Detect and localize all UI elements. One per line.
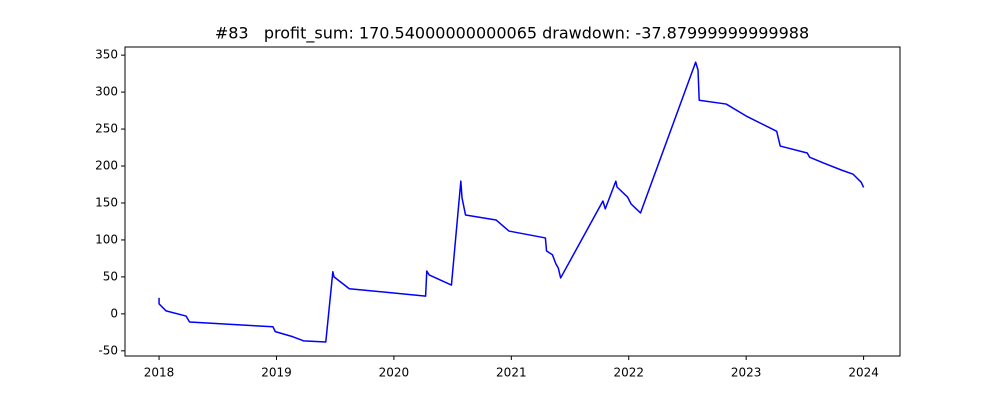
- x-tick-label: 2019: [261, 366, 292, 380]
- y-tick-label: 350: [95, 48, 118, 62]
- y-tick-label: 200: [95, 159, 118, 173]
- x-tick-label: 2021: [496, 366, 527, 380]
- x-tick-label: 2018: [144, 366, 175, 380]
- y-tick-label: 300: [95, 85, 118, 99]
- y-tick-label: 0: [110, 306, 118, 320]
- x-tick-label: 2020: [379, 366, 410, 380]
- y-tick-label: -50: [98, 343, 118, 357]
- x-tick-label: 2024: [848, 366, 879, 380]
- y-tick-label: 50: [103, 269, 118, 283]
- y-tick-label: 250: [95, 122, 118, 136]
- plot-area: -50 0 50 100 150 200 250 300 350 2018 2019 2020 2021…: [95, 48, 879, 380]
- chart-title: #83 profit_sum: 170.54000000000065 drawd…: [215, 24, 809, 44]
- axes-frame: [124, 46, 901, 357]
- line-series: [158, 61, 865, 343]
- y-tick-label: 100: [95, 232, 118, 246]
- y-tick-label: 150: [95, 195, 118, 209]
- x-tick-label: 2022: [613, 366, 644, 380]
- x-tick-label: 2023: [731, 366, 762, 380]
